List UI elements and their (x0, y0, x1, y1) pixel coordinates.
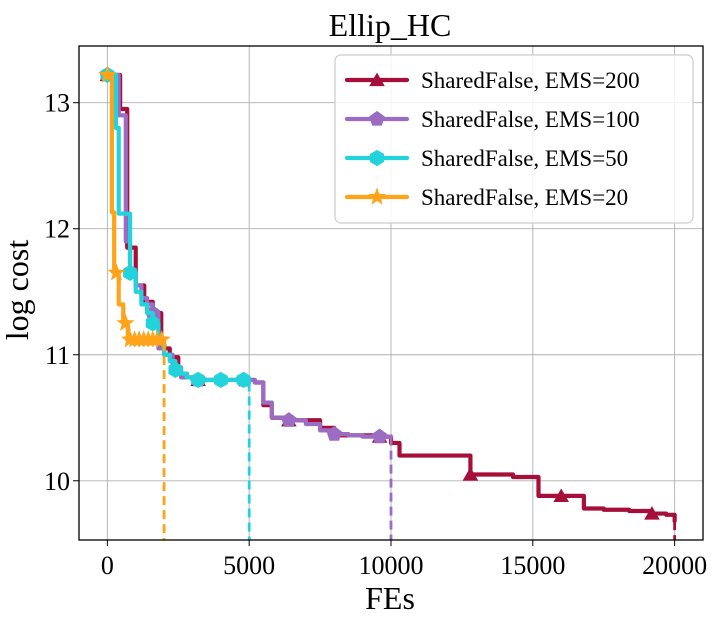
chart-title: Ellip_HC (329, 7, 452, 43)
x-tick-label: 20000 (642, 551, 707, 580)
data-point (326, 426, 342, 441)
data-point (98, 65, 117, 83)
legend-swatch-marker (370, 149, 384, 167)
legend-item: SharedFalse, EMS=50 (344, 146, 628, 171)
legend-swatch-marker (369, 72, 385, 87)
legend-item: SharedFalse, EMS=200 (344, 68, 640, 93)
legend-label: SharedFalse, EMS=20 (421, 185, 628, 210)
y-tick-label: 11 (45, 341, 70, 370)
x-tick-label: 5000 (223, 551, 275, 580)
y-tick-label: 13 (44, 89, 70, 118)
data-point (191, 371, 206, 389)
legend-item: SharedFalse, EMS=20 (344, 185, 628, 210)
legend-box (334, 54, 694, 224)
data-point (145, 315, 160, 332)
data-point (123, 264, 138, 281)
legend-item: SharedFalse, EMS=100 (344, 107, 640, 132)
data-point (107, 263, 126, 281)
data-point (116, 313, 135, 331)
data-point (462, 467, 479, 481)
y-axis-label: log cost (0, 240, 35, 341)
x-axis-label: FEs (365, 580, 415, 616)
ticks: 0 5000 10000 15000 20000 10 11 12 13 (44, 89, 707, 580)
data-point (371, 428, 388, 444)
legend-label: SharedFalse, EMS=200 (421, 68, 640, 93)
legend-label: SharedFalse, EMS=100 (421, 107, 640, 132)
legend-label: SharedFalse, EMS=50 (421, 146, 628, 171)
x-tick-label: 10000 (359, 551, 424, 580)
data-point (152, 330, 171, 348)
data-point (644, 506, 660, 520)
legend: SharedFalse, EMS=200 SharedFalse, EMS=100… (334, 54, 694, 224)
y-tick-label: 10 (44, 467, 70, 496)
data-point (168, 361, 183, 378)
data-point (553, 488, 569, 502)
data-point (281, 412, 297, 427)
data-point (236, 371, 251, 389)
x-tick-label: 15000 (500, 551, 565, 580)
legend-swatch-marker (367, 187, 387, 205)
y-tick-label: 12 (44, 215, 70, 244)
x-tick-label: 0 (101, 551, 114, 580)
data-point (213, 371, 228, 389)
legend-swatch-marker (369, 110, 385, 126)
series-layer (98, 65, 677, 540)
series-3 (98, 65, 171, 540)
